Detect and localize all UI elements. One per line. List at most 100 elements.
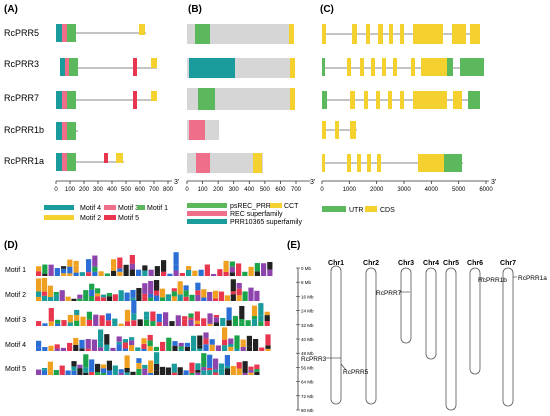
logo-glyph bbox=[73, 272, 79, 276]
panel-label-e: (E) bbox=[287, 240, 300, 251]
chromosome-label: Chr6 bbox=[467, 260, 483, 267]
logo-glyph bbox=[83, 372, 89, 375]
logo-glyph bbox=[77, 364, 83, 369]
logo-glyph bbox=[258, 315, 264, 322]
logo-glyph bbox=[242, 372, 248, 375]
logo-glyph bbox=[173, 264, 179, 271]
logo-glyph bbox=[110, 347, 116, 351]
logo-glyph bbox=[65, 370, 71, 375]
logo-glyph bbox=[234, 335, 240, 349]
logo-glyph bbox=[224, 368, 230, 375]
logo-glyph bbox=[224, 355, 230, 366]
gene-label-rcprr1b: RcPRR1b bbox=[478, 277, 507, 284]
logo-glyph bbox=[143, 315, 150, 320]
logo-glyph bbox=[171, 372, 177, 375]
tick-label-b: 0 bbox=[185, 187, 189, 193]
logo-glyph bbox=[213, 317, 219, 323]
logo-glyph bbox=[160, 341, 166, 351]
logo-glyph bbox=[67, 273, 73, 276]
logo-glyph bbox=[67, 314, 73, 323]
logo-glyph bbox=[130, 289, 136, 298]
logo-glyph bbox=[61, 266, 67, 269]
gene-label-rcprr1a: RcPRR1a bbox=[518, 275, 547, 282]
logo-glyph bbox=[186, 269, 192, 276]
logo-glyph bbox=[124, 309, 131, 322]
logo-glyph bbox=[136, 287, 142, 295]
logo-glyph bbox=[89, 371, 95, 375]
logo-glyph bbox=[259, 347, 265, 351]
legend-c: UTR CDS bbox=[322, 206, 395, 214]
logo-glyph bbox=[191, 346, 197, 351]
logo-glyph bbox=[248, 287, 254, 301]
logo-glyph bbox=[106, 360, 112, 371]
logo-glyph bbox=[116, 336, 122, 342]
panel-label-a: (A) bbox=[4, 4, 18, 15]
logo-glyph bbox=[177, 294, 183, 301]
logo-glyph bbox=[213, 358, 219, 370]
logo-glyph bbox=[124, 355, 130, 368]
logo-glyph bbox=[142, 283, 148, 294]
logo-glyph bbox=[136, 294, 142, 301]
logo-glyph bbox=[53, 370, 59, 375]
logo-glyph bbox=[118, 290, 124, 301]
logo-glyph bbox=[95, 288, 101, 294]
logo-glyph bbox=[86, 311, 92, 320]
logo-glyph bbox=[248, 266, 254, 276]
logo-glyph bbox=[201, 318, 207, 326]
logo-glyph bbox=[47, 361, 53, 372]
logo-glyph bbox=[161, 260, 167, 272]
tick-label-c: 0 bbox=[320, 187, 324, 193]
logo-glyph bbox=[217, 269, 223, 276]
scale-tick-label: 56 Mb bbox=[301, 365, 314, 370]
tick-label-a: 800 bbox=[163, 187, 174, 193]
logo-glyph bbox=[36, 369, 42, 375]
logo-glyph bbox=[154, 266, 160, 274]
logo-glyph bbox=[142, 265, 148, 271]
logo-glyph bbox=[131, 313, 137, 321]
logo-glyph bbox=[240, 343, 246, 347]
scale-tick-label: 8 Mb bbox=[301, 280, 312, 285]
logo-glyph bbox=[80, 316, 86, 326]
logo-glyph bbox=[195, 290, 201, 295]
logo-glyph bbox=[129, 263, 135, 270]
logo-glyph bbox=[67, 322, 73, 326]
logo-glyph bbox=[100, 294, 107, 298]
logo-glyph bbox=[141, 348, 147, 351]
logo-glyph bbox=[130, 371, 136, 375]
logo-glyph bbox=[104, 344, 110, 351]
logo-glyph bbox=[261, 263, 267, 276]
logo-glyph bbox=[228, 343, 234, 347]
logo-glyph bbox=[230, 366, 236, 375]
logo-glyph bbox=[178, 348, 184, 351]
logo-glyph bbox=[118, 323, 124, 326]
legend-motif-3: Motif 3 bbox=[118, 205, 139, 212]
logo-glyph bbox=[171, 288, 177, 292]
legend-a: Motif 4 Motif 3 Motif 1 Motif 2 Motif 5 bbox=[44, 205, 168, 222]
logo-glyph bbox=[254, 371, 260, 375]
logo-glyph bbox=[189, 362, 195, 373]
logo-glyph bbox=[173, 270, 179, 276]
logo-glyph bbox=[131, 300, 137, 314]
logo-glyph bbox=[141, 343, 147, 349]
tick-label-b: 600 bbox=[275, 187, 286, 193]
logo-glyph bbox=[123, 264, 129, 276]
logo-glyph bbox=[236, 282, 242, 289]
tick-label-b: 400 bbox=[244, 187, 255, 193]
logo-glyph bbox=[248, 366, 254, 370]
legend-psrec: psREC_PRR bbox=[230, 203, 271, 210]
logo-glyph bbox=[251, 305, 258, 317]
logo-glyph bbox=[36, 278, 42, 292]
logo-glyph bbox=[254, 262, 260, 272]
logo-glyph bbox=[48, 264, 54, 276]
logo-glyph bbox=[171, 291, 177, 297]
logo-glyph bbox=[89, 283, 95, 290]
logo-glyph bbox=[264, 321, 270, 326]
logo-glyph bbox=[122, 348, 128, 351]
logo-glyph bbox=[204, 264, 210, 276]
scale-tick-label: 0 Mb bbox=[301, 266, 312, 271]
logo-glyph bbox=[171, 363, 177, 373]
logo-glyph bbox=[203, 338, 209, 345]
logo-glyph bbox=[74, 320, 80, 326]
logo-glyph bbox=[100, 364, 107, 369]
logo-glyph bbox=[223, 271, 229, 276]
